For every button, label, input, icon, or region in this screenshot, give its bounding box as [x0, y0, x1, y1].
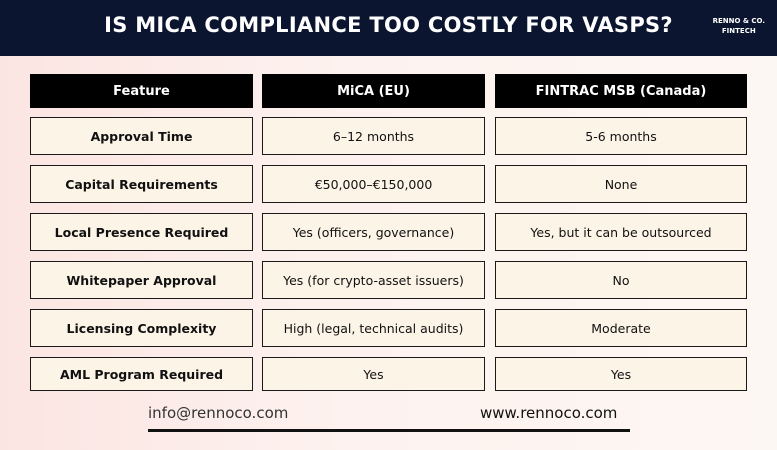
column-header-mica: MiCA (EU): [262, 74, 485, 108]
fintrac-cell: 5-6 months: [495, 117, 747, 155]
feature-cell: Local Presence Required: [30, 213, 253, 251]
feature-cell: Whitepaper Approval: [30, 261, 253, 299]
mica-cell: 6–12 months: [262, 117, 485, 155]
mica-cell: High (legal, technical audits): [262, 309, 485, 347]
header-banner: IS MICA COMPLIANCE TOO COSTLY FOR VASPS?…: [0, 0, 777, 56]
mica-cell: Yes (officers, governance): [262, 213, 485, 251]
website-link[interactable]: www.rennoco.com: [480, 404, 618, 422]
feature-cell: Approval Time: [30, 117, 253, 155]
brand-logo: RENNO & CO. FINTECH: [713, 16, 765, 36]
page-title: IS MICA COMPLIANCE TOO COSTLY FOR VASPS?: [104, 13, 673, 37]
feature-cell: AML Program Required: [30, 357, 253, 391]
column-header-feature: Feature: [30, 74, 253, 108]
feature-cell: Capital Requirements: [30, 165, 253, 203]
brand-name: RENNO & CO.: [712, 17, 765, 25]
column-header-fintrac: FINTRAC MSB (Canada): [495, 74, 747, 108]
brand-tagline: FINTECH: [721, 27, 756, 35]
mica-cell: €50,000–€150,000: [262, 165, 485, 203]
fintrac-cell: Yes, but it can be outsourced: [495, 213, 747, 251]
mica-cell: Yes (for crypto-asset issuers): [262, 261, 485, 299]
feature-cell: Licensing Complexity: [30, 309, 253, 347]
footer-divider: [148, 429, 630, 432]
fintrac-cell: Moderate: [495, 309, 747, 347]
fintrac-cell: Yes: [495, 357, 747, 391]
contact-email[interactable]: info@rennoco.com: [148, 404, 289, 422]
mica-cell: Yes: [262, 357, 485, 391]
fintrac-cell: No: [495, 261, 747, 299]
fintrac-cell: None: [495, 165, 747, 203]
